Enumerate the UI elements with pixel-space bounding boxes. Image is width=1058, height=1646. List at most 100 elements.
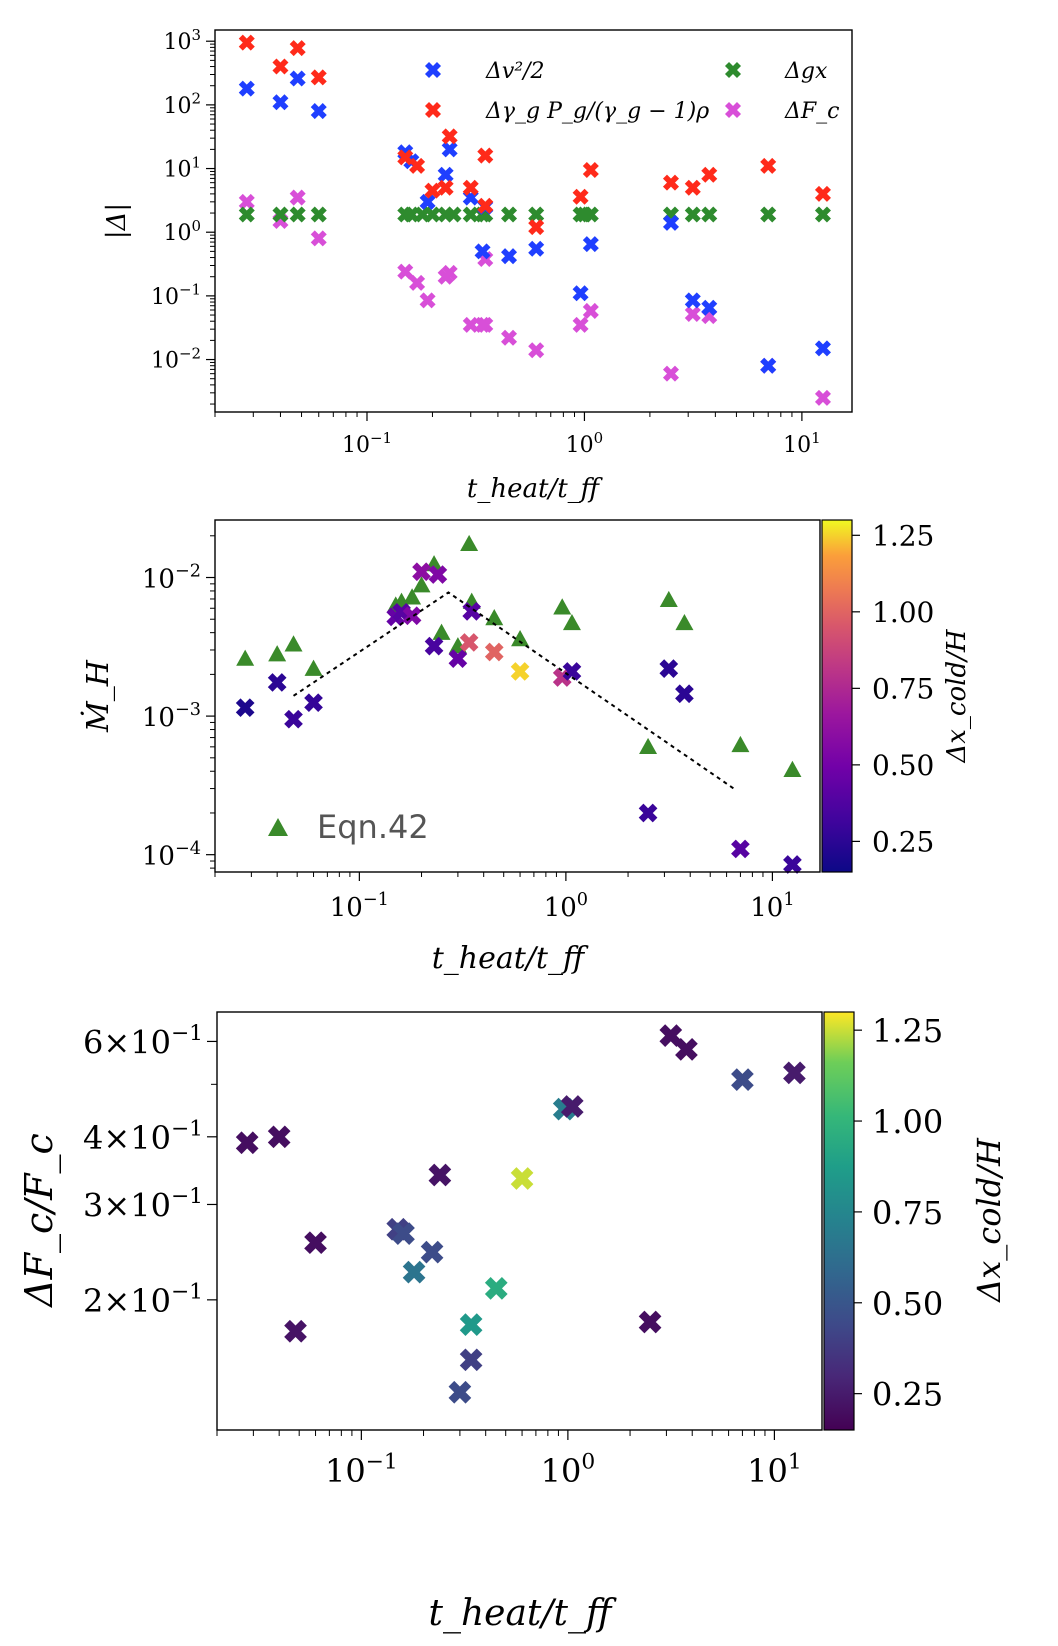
bottom-colorbar-tick-label: 1.25	[872, 1012, 943, 1050]
top-y-tick-label: 10−1	[151, 281, 201, 310]
bottom-axis-ticks: 10−1 100 101 6×10−1 4×10−1 3×10−1 2×10−1	[83, 1021, 802, 1490]
bottom-simulation-point	[484, 1277, 508, 1300]
middle-simulation-point	[638, 803, 658, 823]
panel-top-energy-differences: Δv²/2 Δγ_g P_g/(γ_g − 1)ρ Δgx ΔF_c 10−1 1…	[102, 26, 853, 504]
bottom-simulation-point	[731, 1068, 754, 1092]
middle-simulation-point	[510, 662, 530, 681]
legend-label-pressure: Δγ_g P_g/(γ_g − 1)ρ	[485, 99, 709, 124]
top-data-marks	[238, 34, 831, 406]
top-point-Fc	[662, 365, 679, 382]
middle-simulation-point	[731, 839, 750, 859]
top-point-pressure	[760, 157, 777, 174]
top-point-gx	[445, 206, 462, 223]
middle-colorbar-tick-label: 0.75	[872, 672, 934, 705]
top-point-Fc	[441, 264, 458, 281]
bottom-simulation-point	[675, 1038, 698, 1061]
top-point-Fc	[501, 329, 518, 346]
middle-y-tick-label: 10−4	[142, 839, 201, 872]
top-point-v2	[528, 240, 545, 257]
bottom-colorbar-tick-label: 0.50	[872, 1285, 943, 1323]
top-point-gx	[310, 206, 327, 223]
middle-eqn42-point	[639, 737, 658, 755]
bottom-simulation-point	[560, 1095, 584, 1118]
top-point-pressure	[289, 40, 306, 57]
legend-label-gx: Δgx	[784, 59, 828, 84]
middle-eqn42-point	[284, 635, 303, 652]
middle-simulation-point	[304, 693, 323, 713]
top-point-v2	[582, 236, 599, 253]
middle-simulation-point	[284, 709, 303, 729]
middle-simulation-point	[448, 649, 468, 668]
bottom-colorbar	[823, 1011, 855, 1431]
middle-eqn42-point	[236, 649, 255, 666]
bottom-simulation-point	[659, 1024, 683, 1047]
middle-colorbar-label: Δx_cold/H	[942, 628, 972, 763]
middle-simulation-point	[424, 636, 444, 656]
bottom-simulation-point	[448, 1380, 472, 1404]
middle-simulation-point	[412, 562, 431, 582]
legend-marker-pressure	[424, 101, 442, 119]
bottom-y-tick-label: 4×10−1	[83, 1116, 203, 1156]
top-point-pressure	[441, 128, 458, 145]
middle-x-tick-label: 101	[750, 890, 794, 923]
bottom-y-tick-label: 3×10−1	[83, 1184, 203, 1224]
bottom-data-marks	[235, 1024, 806, 1404]
bottom-x-tick-label: 10−1	[325, 1450, 398, 1490]
top-point-v2	[760, 357, 777, 374]
bottom-x-axis-label: t_heat/t_ff	[429, 1593, 617, 1634]
top-point-v2	[474, 243, 491, 260]
top-legend: Δv²/2 Δγ_g P_g/(γ_g − 1)ρ Δgx ΔF_c	[424, 59, 839, 124]
middle-y-tick-label: 10−3	[142, 700, 201, 733]
middle-eqn42-point	[304, 659, 323, 676]
bottom-x-tick-label: 101	[747, 1450, 802, 1490]
top-point-gx	[582, 206, 599, 223]
middle-y-axis-label: Ṁ_H	[80, 659, 116, 733]
top-x-axis-label: t_heat/t_ff	[467, 474, 604, 504]
top-y-tick-label: 102	[163, 90, 201, 119]
top-y-tick-label: 101	[163, 153, 201, 182]
legend-eqn42-label: Eqn.42	[317, 808, 429, 846]
middle-eqn42-point	[783, 760, 802, 777]
top-point-pressure	[272, 58, 289, 75]
top-point-pressure	[437, 179, 454, 196]
top-point-Fc	[397, 263, 414, 280]
legend-label-v2: Δv²/2	[485, 59, 545, 84]
middle-simulation-point	[675, 684, 694, 704]
bottom-y-tick-label: 6×10−1	[83, 1021, 203, 1061]
middle-data-marks	[235, 534, 802, 874]
top-axis-ticks: 10−1 100 101 103 102 101 100 10−1 10−2	[151, 26, 821, 458]
top-point-pressure	[462, 179, 479, 196]
legend-marker-gx	[724, 61, 742, 79]
bottom-simulation-point	[428, 1163, 452, 1187]
bottom-simulation-point	[420, 1240, 444, 1264]
bottom-y-tick-label: 2×10−1	[83, 1279, 203, 1319]
top-plot-frame	[214, 29, 853, 413]
top-point-v2	[701, 299, 718, 316]
top-point-v2	[238, 80, 255, 97]
top-point-Fc	[582, 302, 599, 319]
middle-simulation-point	[659, 659, 679, 678]
legend-label-Fc: ΔF_c	[784, 99, 839, 124]
bottom-simulation-point	[459, 1348, 483, 1372]
middle-colorbar-ticks: 0.25 0.50 0.75 1.00 1.25	[852, 519, 934, 858]
bottom-simulation-point	[402, 1260, 426, 1284]
middle-y-tick-label: 10−2	[142, 562, 201, 595]
top-point-pressure	[424, 182, 441, 199]
middle-colorbar-tick-label: 0.25	[872, 825, 934, 858]
top-point-v2	[572, 285, 589, 302]
top-point-pressure	[582, 161, 599, 178]
top-x-tick-label: 100	[566, 429, 604, 458]
top-point-gx	[684, 206, 701, 223]
middle-legend: Eqn.42	[268, 808, 429, 846]
middle-eqn42-point	[675, 613, 694, 631]
top-x-tick-label: 10−1	[342, 429, 392, 458]
top-y-axis-label: |Δ|	[102, 203, 132, 239]
top-y-tick-label: 10−2	[151, 344, 201, 373]
top-point-v2	[814, 340, 831, 357]
bottom-simulation-point	[510, 1167, 534, 1190]
top-point-Fc	[477, 316, 494, 333]
middle-eqn42-point	[485, 609, 504, 626]
bottom-simulation-point	[284, 1319, 307, 1343]
middle-colorbar-tick-label: 0.50	[872, 749, 934, 782]
bottom-colorbar-tick-label: 1.00	[872, 1103, 943, 1141]
